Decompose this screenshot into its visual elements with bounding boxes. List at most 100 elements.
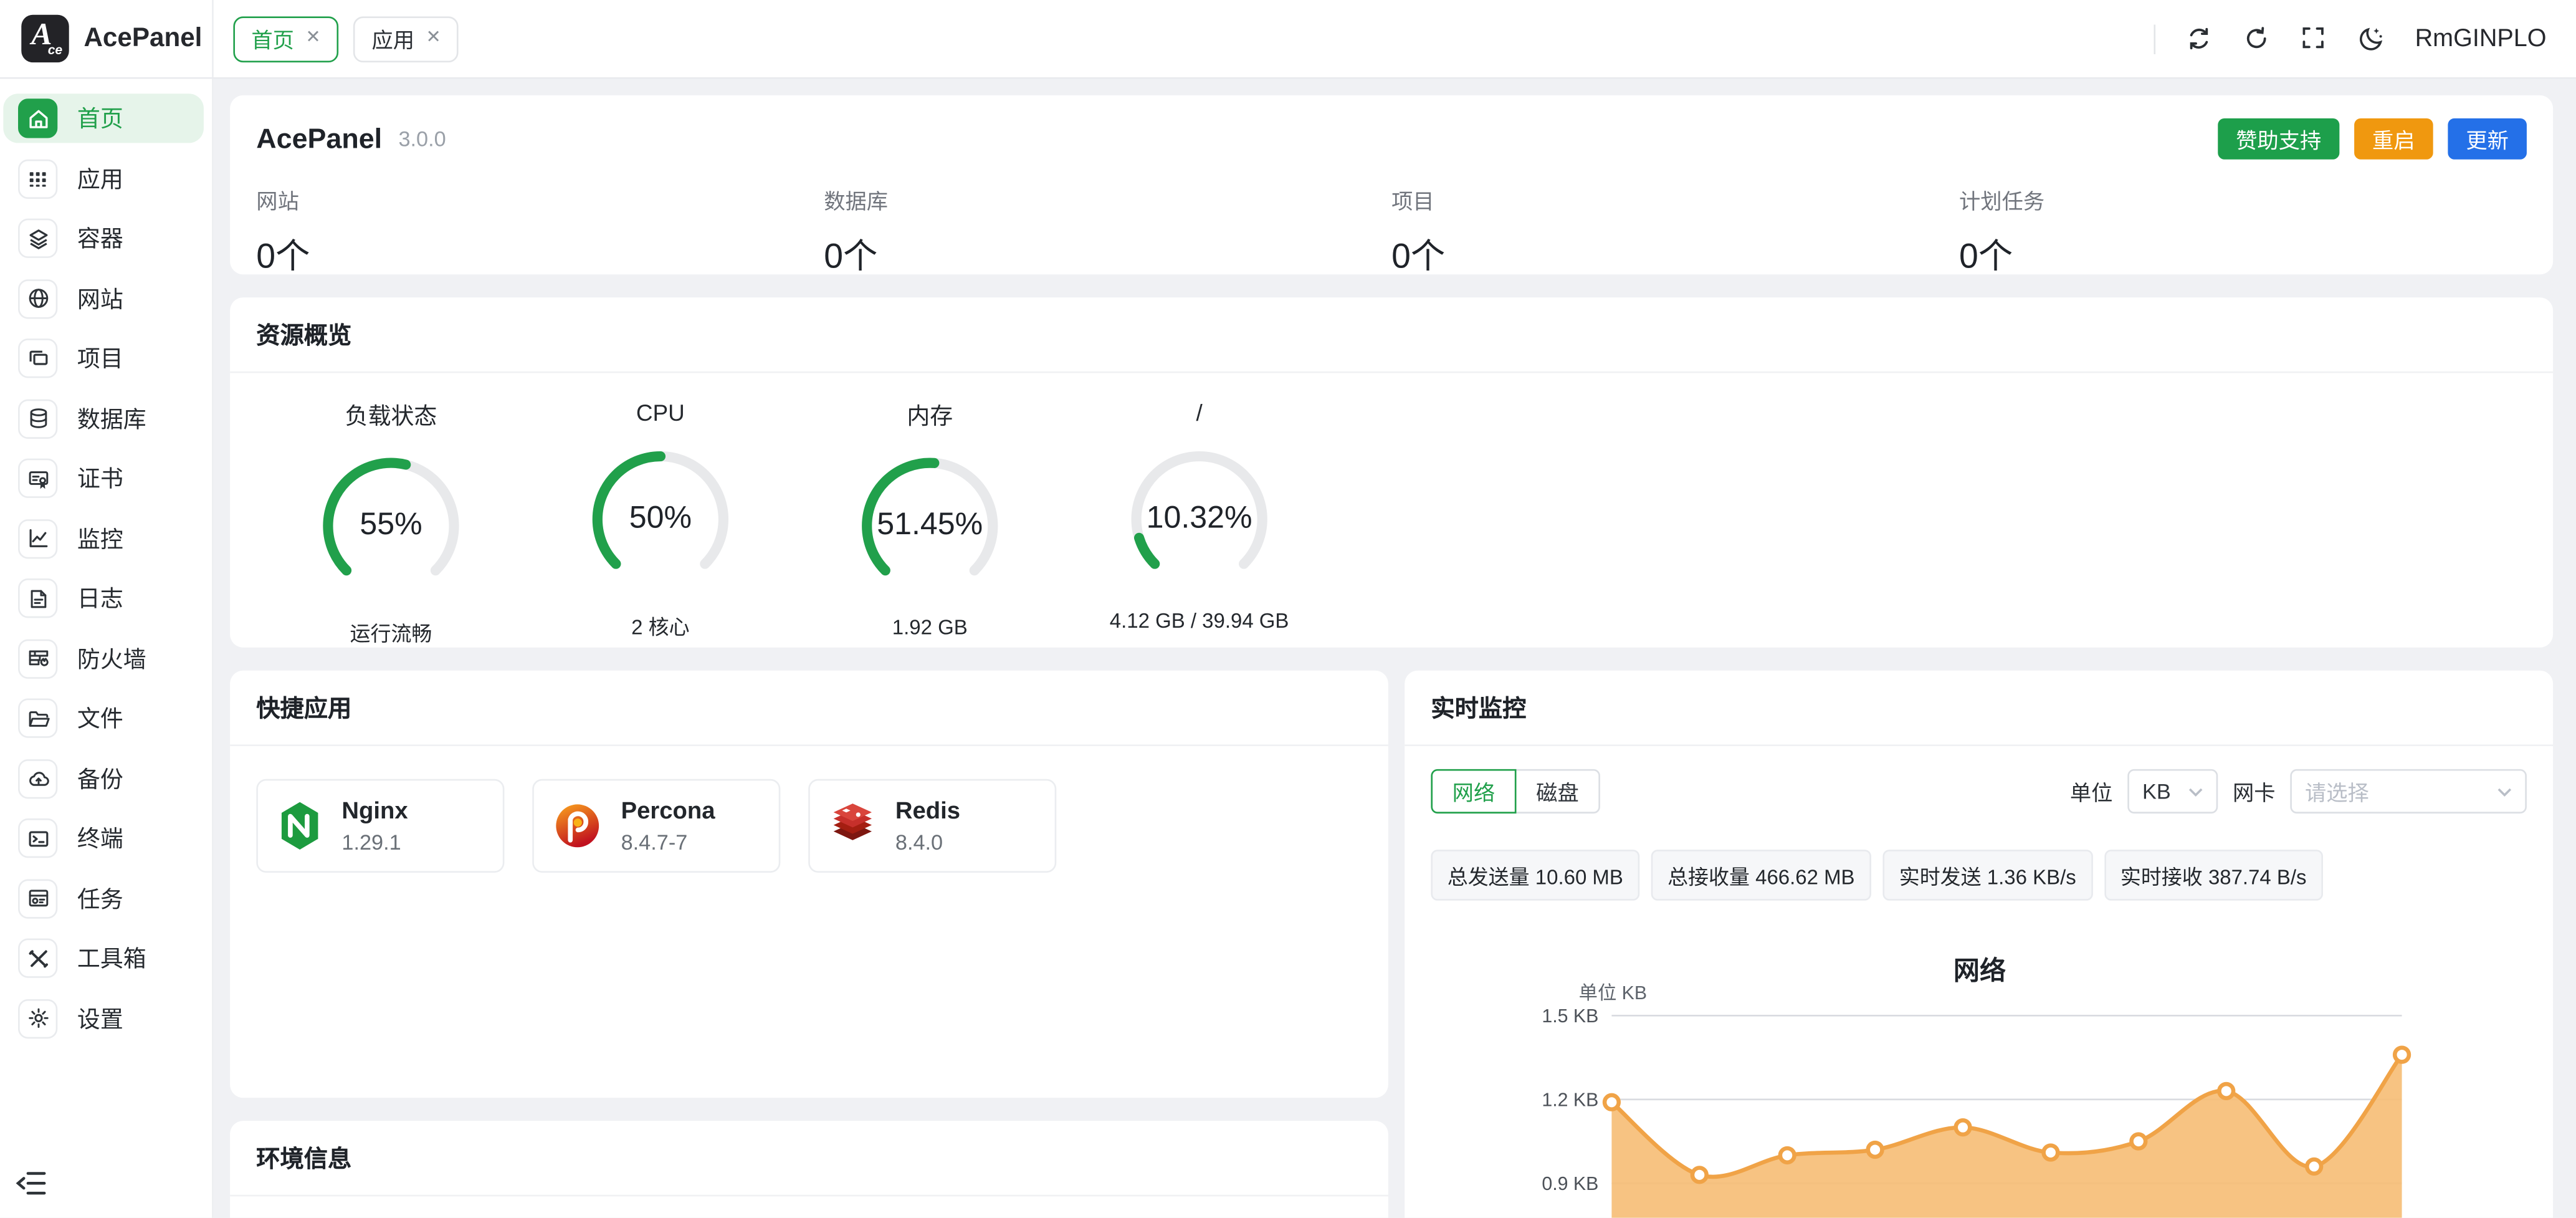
unit-select-value: KB	[2142, 779, 2171, 804]
close-icon[interactable]: ✕	[426, 27, 441, 48]
network-chart-svg: 网络 单位 KB 1.5 KB 1.2 KB 0.9 KB	[1542, 956, 2411, 1218]
y-tick-label: 0.9 KB	[1542, 1174, 1598, 1194]
sidebar-item-firewall[interactable]: 防火墙	[3, 633, 204, 683]
stat-chip-total-received: 总接收量 466.62 MB	[1651, 850, 1871, 901]
chart-data-point	[2392, 1045, 2411, 1064]
chart-points	[1602, 1045, 2411, 1184]
stat-label: 数据库	[824, 189, 889, 214]
sidebar-item-projects[interactable]: 项目	[3, 333, 204, 383]
sidebar-item-tasks[interactable]: 任务	[3, 873, 204, 923]
app-tile-nginx[interactable]: Nginx 1.29.1	[256, 779, 505, 873]
gauge-disk-root: / 10.32% 4.12 GB / 39.94 GB	[1064, 400, 1333, 648]
sidebar-item-label: 首页	[77, 105, 123, 132]
gauge-title: /	[1196, 399, 1203, 426]
logo-suffix: ce	[47, 42, 63, 58]
sidebar-item-files[interactable]: 文件	[3, 694, 204, 743]
files-folder-icon	[18, 698, 58, 738]
nic-select-placeholder: 请选择	[2305, 780, 2369, 805]
topbar: A ce AcePanel 首页 ✕ 应用 ✕	[0, 0, 2576, 79]
gauge-value: 55%	[360, 507, 422, 543]
stat-chip-realtime-received: 实时接收 387.74 B/s	[2104, 850, 2323, 901]
mode-disk-button[interactable]: 磁盘	[1514, 769, 1601, 814]
chart-data-point	[1953, 1118, 1972, 1137]
stat-cron-tasks: 计划任务 0个	[1959, 184, 2527, 279]
update-button[interactable]: 更新	[2448, 118, 2527, 160]
quick-apps-card: 快捷应用 Nginx 1.29.1	[230, 670, 1388, 1098]
app-version: 1.29.1	[341, 829, 401, 854]
mode-network-button[interactable]: 网络	[1431, 769, 1517, 814]
sidebar-item-home[interactable]: 首页	[3, 94, 204, 143]
stat-websites: 网站 0个	[256, 184, 824, 279]
apps-grid-icon	[18, 158, 58, 198]
app-shell: 首页 应用 容器 网站	[0, 79, 2576, 1218]
username[interactable]: RmGINPLO	[2415, 24, 2547, 53]
nic-select[interactable]: 请选择	[2290, 769, 2527, 814]
gauge-subtitle: 2 核心	[631, 616, 690, 640]
sidebar-item-backup[interactable]: 备份	[3, 754, 204, 803]
sidebar-item-label: 监控	[77, 525, 123, 552]
app-name: Nginx	[341, 798, 408, 825]
collapse-sidebar-icon	[16, 1172, 46, 1195]
monitor-mode-switch: 网络 磁盘	[1431, 769, 1601, 814]
chart-data-point	[2305, 1157, 2324, 1176]
close-icon[interactable]: ✕	[305, 27, 321, 48]
sidebar-item-label: 项目	[77, 345, 123, 372]
tab-apps[interactable]: 应用 ✕	[353, 16, 459, 62]
gauge-ring: 51.45%	[854, 450, 1006, 602]
gauge-value: 10.32%	[1146, 501, 1252, 536]
tab-home[interactable]: 首页 ✕	[233, 16, 339, 62]
gauge-title: 负载状态	[345, 402, 437, 429]
monitor-chart-icon	[18, 518, 58, 559]
unit-select[interactable]: KB	[2127, 769, 2218, 814]
gauge-memory: 内存 51.45% 1.92 GB	[795, 400, 1064, 648]
restart-button[interactable]: 重启	[2354, 118, 2433, 160]
app-tile-percona[interactable]: Percona 8.4.7-7	[532, 779, 781, 873]
sidebar-item-containers[interactable]: 容器	[3, 214, 204, 263]
containers-layers-icon	[18, 218, 58, 258]
sidebar-item-websites[interactable]: 网站	[3, 274, 204, 323]
sidebar-item-certificates[interactable]: 证书	[3, 454, 204, 503]
toolbox-icon	[18, 938, 58, 978]
stat-chip-realtime-sent: 实时发送 1.36 KB/s	[1882, 850, 2093, 901]
sidebar-item-toolbox[interactable]: 工具箱	[3, 934, 204, 983]
sponsor-button[interactable]: 赞助支持	[2218, 118, 2340, 160]
sidebar-item-monitoring[interactable]: 监控	[3, 514, 204, 563]
network-chart: 网络 单位 KB 1.5 KB 1.2 KB 0.9 KB	[1431, 924, 2527, 1218]
sidebar-item-databases[interactable]: 数据库	[3, 393, 204, 443]
gauge-ring: 10.32%	[1123, 444, 1275, 595]
chart-title: 网络	[1953, 956, 2006, 985]
refresh-icon[interactable]	[2243, 25, 2271, 53]
stat-databases: 数据库 0个	[824, 184, 1391, 279]
collapse-sidebar-button[interactable]	[15, 1169, 48, 1198]
sidebar-item-settings[interactable]: 设置	[3, 994, 204, 1043]
section-title: 实时监控	[1405, 671, 2554, 746]
firewall-icon	[18, 638, 58, 678]
stat-label: 项目	[1391, 189, 1434, 214]
chart-data-point	[1866, 1140, 1884, 1159]
page-title: AcePanel	[256, 122, 383, 154]
sync-icon[interactable]	[2185, 25, 2213, 53]
dark-mode-moon-icon[interactable]	[2357, 25, 2385, 53]
sidebar: 首页 应用 容器 网站	[0, 79, 214, 1218]
logs-file-icon	[18, 578, 58, 618]
projects-icon	[18, 338, 58, 378]
chart-data-point	[2129, 1132, 2148, 1151]
sidebar-item-terminal[interactable]: 终端	[3, 813, 204, 863]
app-name: Percona	[621, 798, 715, 825]
fullscreen-icon[interactable]	[2300, 25, 2328, 53]
divider	[2154, 24, 2156, 54]
percona-logo	[556, 804, 599, 848]
sidebar-item-apps[interactable]: 应用	[3, 154, 204, 203]
sidebar-item-logs[interactable]: 日志	[3, 573, 204, 623]
chevron-down-icon	[2188, 787, 2203, 796]
stat-value: 0个	[1391, 238, 1446, 276]
app-tile-redis[interactable]: Redis 8.4.0	[808, 779, 1057, 873]
sidebar-item-label: 设置	[77, 1005, 123, 1032]
certificate-icon	[18, 458, 58, 498]
globe-icon	[18, 278, 58, 319]
stat-label: 计划任务	[1959, 189, 2045, 214]
sidebar-item-label: 终端	[77, 825, 123, 851]
app-version: 8.4.7-7	[621, 829, 688, 854]
gauge-title: 内存	[907, 402, 953, 429]
